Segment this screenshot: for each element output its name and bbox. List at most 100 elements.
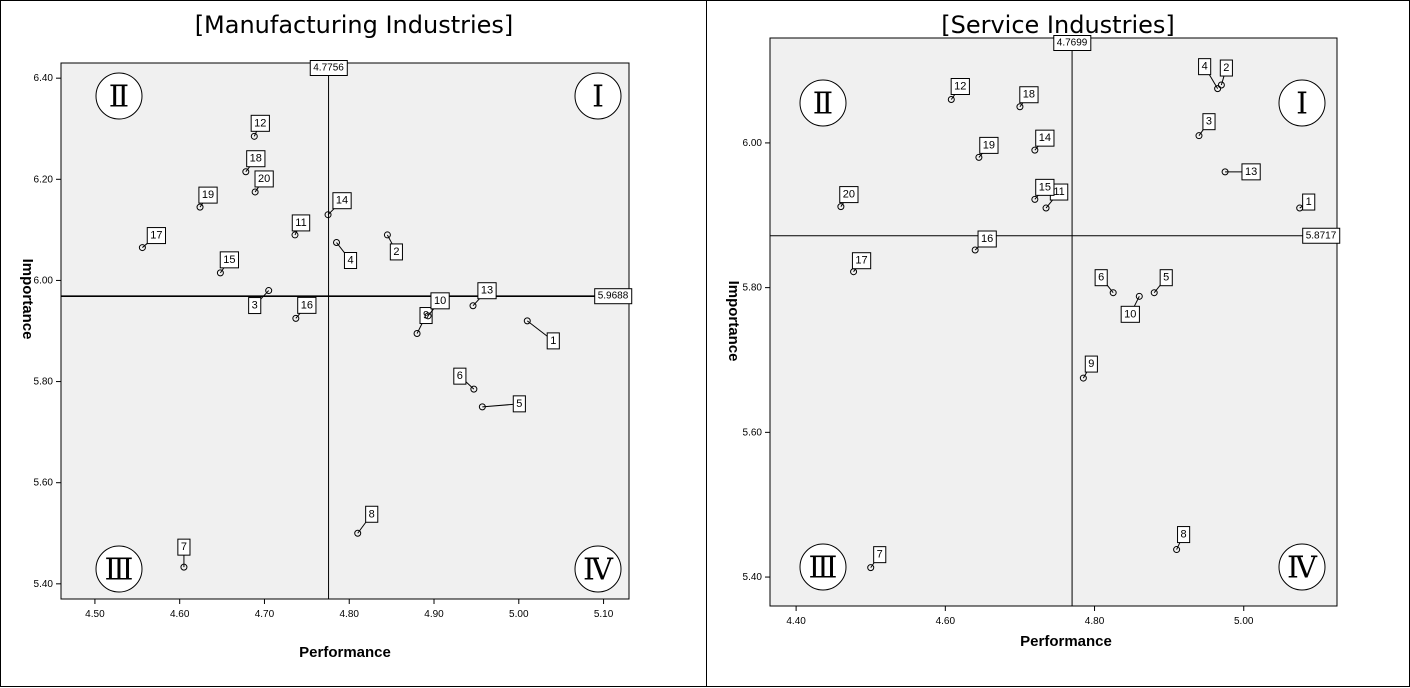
point-label-box (1159, 269, 1173, 287)
point-label-text: 8 (369, 508, 375, 520)
y-tick-label: 6.00 (743, 138, 763, 149)
importance-mean-label-text: 5.9688 (598, 291, 629, 302)
point-label: 19 (979, 136, 999, 154)
point-label-box (1035, 129, 1055, 147)
point-label: 15 (1035, 178, 1055, 196)
point-label: 3 (248, 297, 262, 315)
point-label: 17 (146, 227, 167, 245)
point-label-box (950, 78, 970, 96)
quadrant-label: Ⅲ (105, 553, 134, 588)
data-point (1031, 195, 1039, 203)
point-label: 14 (1035, 129, 1055, 147)
point-label: 4 (343, 252, 358, 270)
point-label-text: 2 (393, 246, 399, 258)
quadrant-circle (1278, 543, 1326, 591)
point-label-text: 19 (202, 189, 214, 201)
point-label-text: 11 (1053, 186, 1064, 198)
point-label: 8 (365, 505, 379, 523)
quadrant-label: Ⅳ (583, 553, 614, 588)
point-label-text: 6 (1098, 272, 1104, 284)
point-label: 17 (851, 252, 872, 270)
service-panel: [Service Industries] 4.40 4.60 4.80 5.00 5.4… (706, 0, 1410, 687)
point-label-text: 11 (295, 217, 306, 229)
point-label-box (839, 186, 859, 204)
point-label-box (332, 192, 352, 210)
point-label: 18 (1019, 86, 1039, 104)
point-label-text: 18 (250, 153, 262, 165)
point-label: 18 (246, 150, 266, 168)
point-label: 1 (546, 332, 560, 350)
point-label-text: 9 (1088, 358, 1094, 370)
point-label-box (343, 252, 358, 270)
importance-mean-label: 5.9688 (594, 288, 633, 305)
x-axis-title: Performance (1020, 633, 1112, 650)
point-label-box (1177, 526, 1191, 544)
point-label: 1 (1302, 193, 1316, 211)
point-label: 12 (250, 114, 270, 132)
y-tick-label: 5.40 (34, 579, 54, 590)
x-tick-label: 5.00 (509, 609, 529, 620)
data-point (333, 239, 341, 247)
quadrant-label: Ⅱ (813, 87, 833, 122)
point-label-box (1202, 113, 1216, 131)
data-point (523, 317, 531, 325)
service-chart: 4.40 4.60 4.80 5.00 5.40 5.60 5.80 6.00 Performa… (725, 35, 1341, 650)
point-label-text: 3 (1206, 116, 1212, 128)
data-point (292, 314, 300, 322)
performance-mean-label-text: 4.7699 (1057, 38, 1088, 49)
data-point (947, 96, 955, 104)
performance-mean-label: 4.7699 (1053, 35, 1092, 51)
point-label-box (291, 214, 311, 232)
importance-mean-label-box (1302, 227, 1341, 244)
data-point (242, 168, 250, 176)
y-tick-label: 5.80 (743, 283, 763, 294)
x-tick-label: 4.80 (340, 609, 360, 620)
quadrant-circle (1278, 79, 1326, 127)
data-point (1042, 204, 1050, 212)
data-point (1150, 289, 1158, 297)
importance-mean-label: 5.8717 (1302, 227, 1341, 244)
point-label-box (250, 114, 270, 132)
data-point (138, 244, 146, 252)
point-label-box (512, 395, 526, 413)
importance-mean-label-text: 5.8717 (1306, 230, 1337, 241)
point-label-box (146, 227, 167, 245)
y-tick-label: 5.40 (743, 572, 763, 583)
point-label: 15 (219, 251, 240, 269)
data-point (1217, 81, 1225, 89)
data-point (291, 231, 299, 239)
point-label-text: 1 (1306, 196, 1312, 208)
point-label: 12 (950, 78, 970, 96)
point-label-box (1302, 193, 1316, 211)
point-label-text: 10 (1124, 308, 1136, 320)
point-label-box (365, 505, 379, 523)
point-label-text: 14 (1039, 132, 1051, 144)
point-label: 10 (1120, 305, 1140, 323)
data-point (251, 188, 259, 196)
y-tick-label: 5.60 (34, 478, 54, 489)
point-label-box (1241, 163, 1261, 181)
point-label-text: 20 (843, 189, 855, 201)
point-label-box (198, 186, 218, 204)
point-label: 20 (839, 186, 859, 204)
point-label-box (979, 136, 999, 154)
importance-mean-label-box (594, 288, 633, 305)
point-label-text: 7 (181, 541, 187, 553)
performance-mean-label-box (1053, 35, 1092, 51)
data-point (1079, 374, 1087, 382)
y-tick-label: 5.60 (743, 427, 763, 438)
point-label-text: 5 (1163, 272, 1169, 284)
point-label-box (1094, 269, 1108, 287)
point-label-box (297, 296, 317, 314)
point-label-box (477, 282, 497, 300)
x-tick-label: 4.80 (1085, 616, 1105, 627)
point-label-text: 16 (981, 233, 993, 245)
data-point (971, 246, 979, 254)
plot-area (769, 37, 1338, 607)
point-label-text: 3 (252, 300, 258, 312)
y-axis-title: Importance (19, 259, 36, 340)
point-label-text: 13 (1245, 166, 1257, 178)
point-label-text: 20 (258, 173, 270, 185)
point-label: 5 (512, 395, 526, 413)
point-label: 13 (1241, 163, 1261, 181)
